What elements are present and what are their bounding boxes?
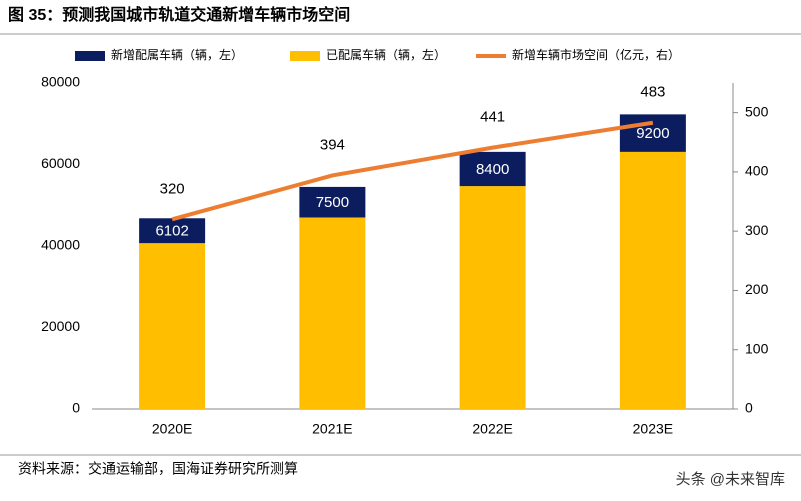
line-value-label: 441 xyxy=(480,109,505,126)
x-tick-label: 2020E xyxy=(152,421,192,437)
y-tick-label: 60000 xyxy=(41,155,80,171)
bar xyxy=(139,243,206,409)
bar xyxy=(299,186,366,218)
bar-value-label: 8400 xyxy=(476,161,509,178)
bar xyxy=(139,218,206,244)
bar xyxy=(459,151,526,187)
y-tick-label: 0 xyxy=(72,400,80,416)
bar xyxy=(619,114,686,152)
y-tick-label: 20000 xyxy=(41,318,80,334)
legend-swatch xyxy=(75,51,105,61)
legend-label: 已配属车辆（辆，左） xyxy=(326,47,446,62)
watermark: 头条 @未来智库 xyxy=(676,470,785,488)
y2-tick-label: 400 xyxy=(745,163,769,179)
line-value-label: 483 xyxy=(640,84,665,101)
bar xyxy=(619,151,686,409)
legend-swatch xyxy=(290,51,320,61)
chart-title: 图 35：预测我国城市轨道交通新增车辆市场空间 xyxy=(8,5,350,24)
legend-label: 新增配属车辆（辆，左） xyxy=(111,47,243,62)
bar-value-label: 7500 xyxy=(316,194,349,211)
y2-tick-label: 0 xyxy=(745,400,753,416)
bar-value-label: 9200 xyxy=(636,125,669,142)
y-tick-label: 80000 xyxy=(41,74,80,90)
line-value-label: 394 xyxy=(320,136,345,153)
source: 资料来源：交通运输部，国海证券研究所测算 xyxy=(18,461,298,477)
bar-value-label: 6102 xyxy=(155,223,188,240)
y2-tick-label: 100 xyxy=(745,340,769,356)
bar xyxy=(459,186,526,409)
legend-label: 新增车辆市场空间（亿元，右） xyxy=(512,47,680,62)
line-value-label: 320 xyxy=(160,180,185,197)
x-tick-label: 2023E xyxy=(633,421,673,437)
bar xyxy=(299,217,366,409)
x-tick-label: 2021E xyxy=(312,421,352,437)
y-tick-label: 40000 xyxy=(41,237,80,253)
y2-tick-label: 300 xyxy=(745,222,769,238)
y2-tick-label: 500 xyxy=(745,103,769,119)
y2-tick-label: 200 xyxy=(745,281,769,297)
line xyxy=(171,120,654,222)
x-tick-label: 2022E xyxy=(472,421,512,437)
